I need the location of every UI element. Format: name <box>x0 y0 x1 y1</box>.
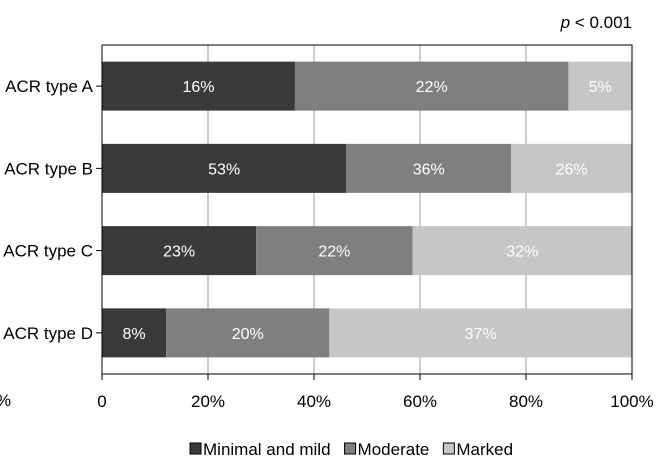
bar-segment-1-3 <box>568 61 632 111</box>
bar-segment-3-1 <box>102 226 257 276</box>
category-label-4: ACR type D <box>3 324 93 343</box>
bar-segment-3-3 <box>412 226 632 276</box>
x-tick-label-1: 20% <box>191 392 225 411</box>
x-tick-label-edge-fragment: % <box>0 391 11 410</box>
segment-label-1-3: 5% <box>589 79 612 96</box>
category-label-2: ACR type B <box>4 159 93 178</box>
segment-label-4-3: 37% <box>465 326 497 343</box>
segment-label-2-2: 36% <box>413 161 445 178</box>
legend-label-1: Minimal and mild <box>203 440 331 459</box>
bar-segment-4-1 <box>102 308 167 358</box>
p-value-rest: < 0.001 <box>570 13 632 32</box>
x-tick-label-5: 100% <box>610 392 653 411</box>
segment-label-1-2: 22% <box>416 79 448 96</box>
plot-frame <box>101 44 633 375</box>
bar-segment-2-3 <box>511 143 632 193</box>
legend-swatch-1 <box>189 442 202 455</box>
x-tick-label-0: 0 <box>97 392 106 411</box>
category-label-1: ACR type A <box>5 77 94 96</box>
segment-label-2-1: 53% <box>208 161 240 178</box>
segment-label-4-2: 20% <box>232 326 264 343</box>
p-value-italic: p <box>560 13 570 32</box>
segment-label-3-3: 32% <box>506 244 538 261</box>
legend-label-2: Moderate <box>358 440 430 459</box>
segment-label-3-1: 23% <box>163 244 195 261</box>
bar-segment-2-2 <box>346 143 512 193</box>
segment-label-4-1: 8% <box>123 326 146 343</box>
legend: Minimal and mild Moderate Marked <box>189 440 513 459</box>
category-label-3: ACR type C <box>3 242 93 261</box>
bar-segment-1-2 <box>294 61 569 111</box>
p-value-annotation: p < 0.001 <box>560 13 632 32</box>
legend-swatch-2 <box>344 442 357 455</box>
plot-area: 16% 22% 5% ACR type A 53% 36% 26% ACR type B 23%… <box>0 44 654 411</box>
legend-label-3: Marked <box>456 440 513 459</box>
bar-segment-1-1 <box>102 61 295 111</box>
x-tick-label-2: 40% <box>297 392 331 411</box>
bar-segment-3-2 <box>256 226 413 276</box>
segment-label-3-2: 22% <box>318 244 350 261</box>
segment-label-2-3: 26% <box>556 161 588 178</box>
legend-swatch-3 <box>442 442 455 455</box>
x-tick-label-3: 60% <box>403 392 437 411</box>
segment-label-1-1: 16% <box>182 79 214 96</box>
x-tick-label-4: 80% <box>509 392 543 411</box>
bar-segment-4-3 <box>329 308 632 358</box>
bar-segment-2-1 <box>102 143 347 193</box>
bar-segment-4-2 <box>166 308 330 358</box>
